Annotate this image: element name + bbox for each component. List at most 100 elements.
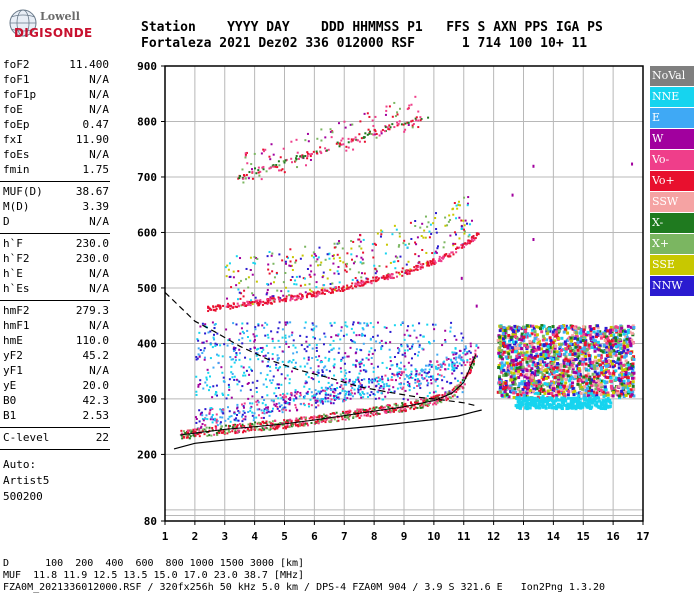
echo-point bbox=[209, 343, 212, 346]
echo-point bbox=[588, 386, 592, 390]
echo-point bbox=[315, 260, 318, 263]
echo-point bbox=[415, 119, 418, 122]
echo-point bbox=[624, 394, 628, 398]
echo-point bbox=[180, 434, 183, 437]
echo-point bbox=[341, 356, 344, 359]
echo-point bbox=[451, 365, 454, 368]
echo-point bbox=[327, 253, 330, 256]
echo-point bbox=[429, 378, 432, 381]
echo-point bbox=[549, 338, 553, 342]
echo-point bbox=[306, 155, 309, 158]
echo-point bbox=[468, 350, 471, 353]
echo-point bbox=[300, 296, 303, 299]
echo-point bbox=[259, 300, 262, 303]
echo-point bbox=[316, 399, 319, 402]
param-row: hmF1 N/A bbox=[3, 319, 109, 333]
echo-point bbox=[389, 356, 392, 359]
echo-point bbox=[472, 234, 475, 237]
echo-point bbox=[612, 349, 616, 353]
echo-point bbox=[442, 362, 445, 365]
echo-point bbox=[291, 161, 294, 164]
echo-point bbox=[452, 353, 455, 356]
echo-point bbox=[257, 347, 260, 350]
echo-point bbox=[251, 369, 254, 372]
echo-point bbox=[301, 421, 304, 424]
echo-point bbox=[410, 347, 413, 350]
echo-point bbox=[543, 363, 547, 367]
echo-point bbox=[513, 324, 517, 328]
echo-point bbox=[228, 304, 231, 307]
echo-point bbox=[376, 232, 379, 235]
echo-point bbox=[402, 409, 405, 412]
echo-point bbox=[424, 364, 427, 367]
echo-point bbox=[237, 288, 240, 291]
echo-point bbox=[271, 340, 274, 343]
echo-point bbox=[364, 410, 367, 413]
echo-point bbox=[345, 416, 348, 419]
echo-point bbox=[226, 304, 229, 307]
echo-point bbox=[532, 379, 536, 383]
echo-point bbox=[244, 418, 247, 421]
echo-point bbox=[387, 377, 390, 380]
echo-point bbox=[497, 351, 501, 355]
echo-point bbox=[534, 348, 538, 352]
echo-point bbox=[267, 263, 270, 266]
echo-point bbox=[286, 392, 289, 395]
echo-point bbox=[525, 335, 529, 339]
echo-point bbox=[212, 418, 215, 421]
echo-point bbox=[528, 369, 532, 373]
echo-point bbox=[349, 346, 352, 349]
echo-point bbox=[232, 270, 235, 273]
echo-point bbox=[384, 395, 387, 398]
param-name: hmF2 bbox=[3, 304, 30, 317]
echo-point bbox=[436, 360, 439, 363]
echo-point bbox=[434, 396, 437, 399]
echo-point bbox=[264, 354, 267, 357]
echo-point bbox=[235, 426, 238, 429]
echo-point bbox=[398, 349, 401, 352]
echo-point bbox=[231, 430, 234, 433]
echo-point bbox=[424, 368, 427, 371]
echo-point bbox=[461, 381, 464, 384]
echo-point bbox=[278, 409, 281, 412]
echo-point bbox=[288, 378, 291, 381]
echo-point bbox=[226, 432, 229, 435]
echo-point bbox=[310, 254, 313, 257]
echo-point bbox=[580, 403, 584, 407]
echo-point bbox=[419, 406, 422, 409]
echo-point bbox=[522, 399, 526, 403]
echo-point bbox=[388, 388, 391, 391]
echo-point bbox=[317, 256, 320, 259]
echo-point bbox=[316, 374, 319, 377]
echo-point bbox=[547, 382, 551, 386]
echo-point bbox=[515, 325, 519, 329]
echo-point bbox=[458, 383, 461, 386]
echo-point bbox=[614, 342, 618, 346]
echo-point bbox=[534, 406, 538, 410]
echo-point bbox=[408, 377, 411, 380]
echo-point bbox=[528, 334, 532, 338]
echo-point bbox=[315, 152, 318, 155]
echo-point bbox=[589, 399, 593, 403]
echo-point bbox=[422, 335, 425, 338]
echo-point bbox=[584, 362, 588, 366]
echo-point bbox=[599, 363, 603, 367]
echo-point bbox=[570, 348, 574, 352]
echo-point bbox=[394, 267, 397, 270]
echo-point bbox=[421, 399, 424, 402]
echo-point bbox=[455, 247, 458, 250]
echo-point bbox=[498, 335, 502, 339]
echo-point bbox=[277, 298, 280, 301]
echo-point bbox=[308, 417, 311, 420]
echo-point bbox=[434, 323, 437, 326]
echo-point bbox=[268, 428, 271, 431]
echo-point bbox=[242, 374, 245, 377]
echo-point bbox=[597, 371, 601, 375]
echo-point bbox=[384, 411, 387, 414]
echo-point bbox=[352, 148, 355, 151]
echo-point bbox=[219, 422, 222, 425]
echo-point bbox=[284, 159, 287, 162]
echo-point bbox=[408, 382, 411, 385]
param-row: yE 20.0 bbox=[3, 379, 109, 393]
echo-point bbox=[306, 296, 309, 299]
